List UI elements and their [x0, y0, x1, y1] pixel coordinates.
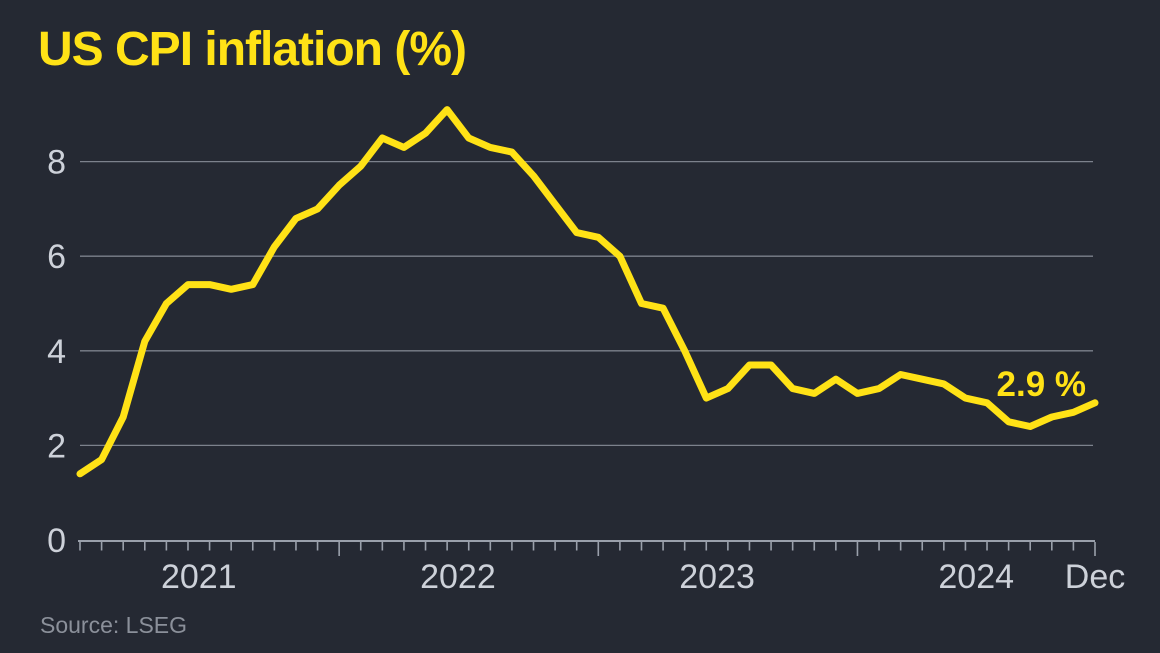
- source-label: Source: LSEG: [40, 612, 188, 638]
- end-value-annotation: 2.9 %: [997, 365, 1087, 404]
- svg-text:2022: 2022: [420, 558, 496, 596]
- svg-text:2024: 2024: [938, 558, 1014, 596]
- inflation-line: [76, 106, 1099, 478]
- y-axis-labels: 0 2 4 6 8: [47, 144, 66, 560]
- svg-text:2023: 2023: [679, 558, 755, 596]
- svg-text:2: 2: [47, 427, 66, 465]
- x-axis-labels: 2021 2022 2023 2024 Dec: [161, 558, 1125, 596]
- svg-text:8: 8: [47, 144, 66, 182]
- svg-text:2021: 2021: [161, 558, 237, 596]
- end-tick-label: Dec: [1065, 558, 1125, 596]
- y-gridlines: [80, 160, 1093, 447]
- svg-text:6: 6: [47, 238, 66, 276]
- chart-title: US CPI inflation (%): [38, 23, 467, 76]
- svg-text:4: 4: [47, 333, 66, 371]
- x-ticks: [79, 542, 1096, 556]
- svg-text:0: 0: [47, 522, 66, 560]
